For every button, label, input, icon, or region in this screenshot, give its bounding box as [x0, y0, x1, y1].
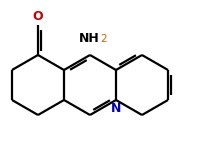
- Text: N: N: [111, 103, 121, 116]
- Text: 2: 2: [101, 34, 107, 44]
- Text: O: O: [33, 9, 43, 22]
- Text: NH: NH: [79, 31, 99, 44]
